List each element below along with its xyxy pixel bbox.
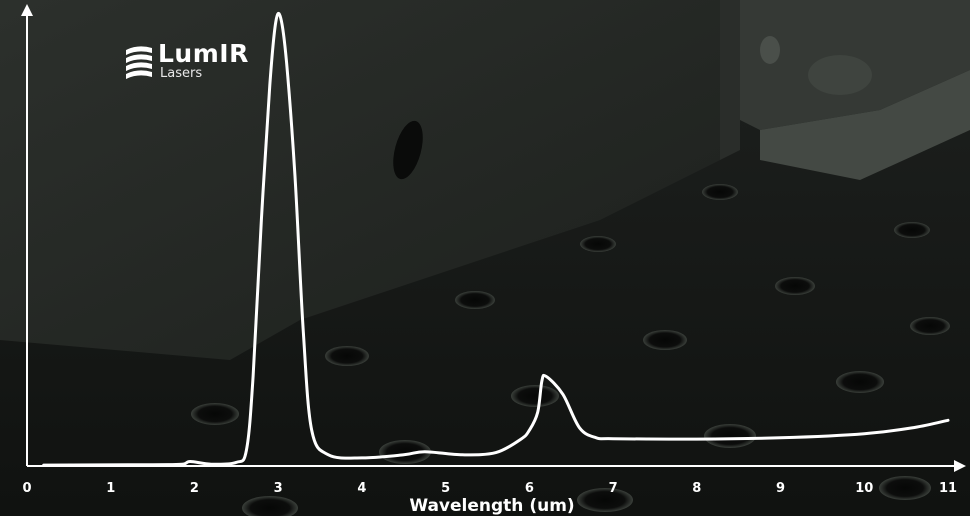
x-tick-label: 7: [609, 481, 618, 496]
x-tick-label: 6: [525, 481, 534, 496]
x-axis-label: Wavelength (um): [409, 496, 574, 516]
x-axis-arrow: [954, 460, 966, 472]
x-tick-label: 11: [939, 481, 957, 496]
x-tick-label: 9: [776, 481, 785, 496]
x-tick-label: 8: [692, 481, 701, 496]
brand-tagline: Lasers: [160, 66, 203, 81]
x-tick-label: 10: [855, 481, 873, 496]
x-tick-label: 2: [190, 481, 199, 496]
y-axis-arrow: [21, 4, 33, 16]
logo-mark-icon: [126, 46, 152, 79]
x-tick-labels: 0 1 2 3 4 5 6 7 8 9 10 11: [22, 481, 957, 496]
x-tick-label: 3: [274, 481, 283, 496]
x-tick-label: 1: [106, 481, 115, 496]
x-tick-label: 0: [22, 481, 31, 496]
series-line: [42, 12, 950, 467]
x-tick-label: 5: [441, 481, 450, 496]
lumir-logo: LumIR Lasers: [124, 40, 264, 84]
brand-name: LumIR: [158, 39, 249, 68]
x-tick-label: 4: [357, 481, 366, 496]
chart-axes: [21, 4, 966, 472]
